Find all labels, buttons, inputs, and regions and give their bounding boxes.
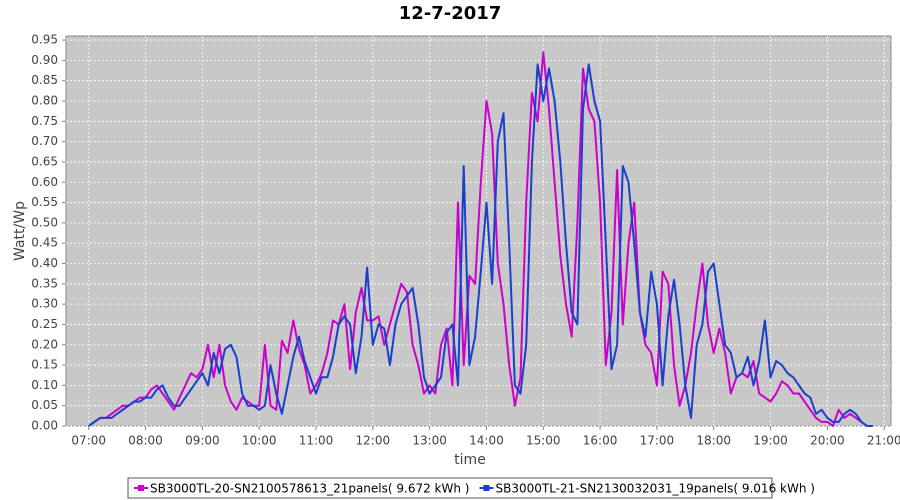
x-tick-label: 08:00 [128,434,163,448]
legend-label: SB3000TL-20-SN2100578613_21panels( 9.672… [150,482,469,496]
y-tick-label: 0.35 [31,276,58,290]
x-tick-label: 09:00 [185,434,220,448]
y-tick-label: 0.85 [31,73,58,87]
y-tick-label: 0.15 [31,358,58,372]
y-tick-label: 0.95 [31,33,58,47]
x-tick-label: 13:00 [412,434,447,448]
y-tick-label: 0.55 [31,195,58,209]
x-tick-label: 21:00 [867,434,900,448]
y-tick-label: 0.90 [31,53,58,67]
y-tick-label: 0.00 [31,419,58,433]
series-line [88,63,873,427]
y-tick-label: 0.25 [31,317,58,331]
legend-marker [138,485,144,491]
y-tick-label: 0.50 [31,215,58,229]
x-tick-label: 17:00 [640,434,675,448]
y-tick-label: 0.60 [31,175,58,189]
legend-label: SB3000TL-21-SN2130032031_19panels( 9.016… [495,482,814,496]
x-axis-label: time [454,452,486,468]
y-tick-label: 0.75 [31,114,58,128]
x-tick-label: 07:00 [71,434,106,448]
x-tick-label: 20:00 [810,434,845,448]
chart-title: 12-7-2017 [399,3,502,24]
y-tick-label: 0.10 [31,378,58,392]
y-tick-label: 0.30 [31,297,58,311]
x-tick-label: 12:00 [356,434,391,448]
y-axis-label: Watt/Wp [12,201,28,261]
x-tick-label: 18:00 [696,434,731,448]
x-tick-label: 10:00 [242,434,277,448]
legend-marker [483,485,490,491]
x-tick-label: 11:00 [299,434,334,448]
x-tick-label: 19:00 [753,434,788,448]
y-tick-label: 0.70 [31,134,58,148]
y-tick-label: 0.65 [31,154,58,168]
y-tick-label: 0.45 [31,236,58,250]
y-tick-label: 0.20 [31,337,58,351]
x-tick-label: 16:00 [583,434,618,448]
x-tick-label: 15:00 [526,434,561,448]
x-tick-label: 14:00 [469,434,504,448]
y-tick-label: 0.40 [31,256,58,270]
y-tick-label: 0.05 [31,398,58,412]
legend-box [127,477,773,499]
y-tick-label: 0.80 [31,94,58,108]
